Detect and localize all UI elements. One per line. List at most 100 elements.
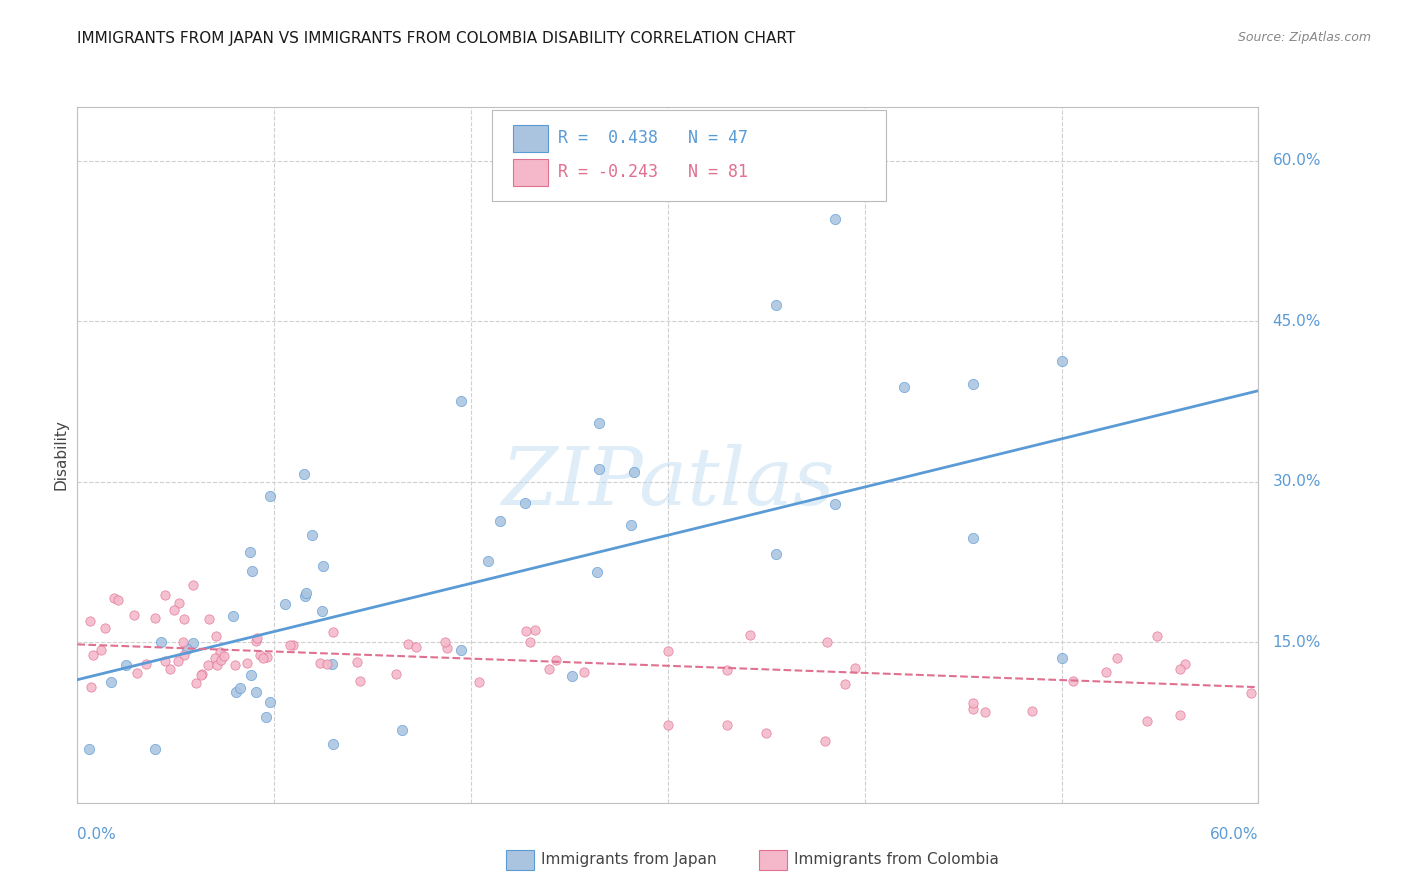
Point — [574, 665, 596, 679]
Point — [620, 517, 643, 532]
Point — [240, 564, 263, 578]
Point — [204, 651, 226, 665]
Point — [239, 544, 262, 558]
Point — [246, 631, 269, 645]
Point — [236, 657, 259, 671]
Point — [1174, 657, 1197, 671]
Point — [834, 677, 856, 691]
Text: 45.0%: 45.0% — [1272, 314, 1320, 328]
Point — [309, 656, 332, 670]
Point — [391, 723, 413, 737]
Point — [405, 640, 427, 654]
Point — [173, 648, 195, 662]
Point — [322, 625, 344, 640]
Point — [301, 528, 323, 542]
Point — [311, 604, 333, 618]
Point — [153, 588, 176, 602]
Point — [349, 673, 371, 688]
Point — [190, 667, 212, 681]
Point — [283, 639, 305, 653]
Text: IMMIGRANTS FROM JAPAN VS IMMIGRANTS FROM COLOMBIA DISABILITY CORRELATION CHART: IMMIGRANTS FROM JAPAN VS IMMIGRANTS FROM… — [77, 31, 796, 46]
Point — [1168, 708, 1191, 723]
Point — [77, 742, 100, 756]
Point — [962, 532, 984, 546]
Point — [515, 624, 537, 638]
Point — [79, 614, 101, 628]
Point — [657, 644, 679, 658]
Point — [167, 596, 190, 610]
Point — [974, 705, 997, 719]
Point — [198, 612, 221, 626]
Point — [1146, 629, 1168, 643]
Text: R =  0.438   N = 47: R = 0.438 N = 47 — [558, 129, 748, 147]
Point — [538, 662, 561, 676]
Point — [436, 640, 458, 655]
Point — [254, 710, 277, 724]
Point — [893, 380, 915, 394]
Point — [249, 648, 271, 663]
Point — [115, 657, 138, 672]
Point — [240, 668, 263, 682]
Point — [209, 645, 232, 659]
Point — [657, 717, 679, 731]
Point — [294, 589, 316, 603]
Point — [163, 603, 186, 617]
Point — [523, 623, 546, 637]
Point — [623, 465, 645, 479]
Point — [1050, 353, 1073, 368]
Point — [716, 717, 738, 731]
Point — [125, 665, 148, 680]
Point — [814, 733, 837, 747]
Point — [184, 675, 207, 690]
Y-axis label: Disability: Disability — [53, 419, 69, 491]
Point — [229, 681, 252, 695]
Point — [103, 591, 125, 605]
Point — [82, 648, 104, 663]
Point — [100, 674, 122, 689]
Point — [844, 661, 866, 675]
Text: 0.0%: 0.0% — [77, 827, 117, 841]
Point — [94, 621, 117, 635]
Text: 60.0%: 60.0% — [1211, 827, 1258, 841]
Point — [159, 662, 181, 676]
Point — [273, 597, 295, 611]
Point — [513, 496, 536, 510]
Point — [1062, 673, 1084, 688]
Point — [824, 497, 846, 511]
Point — [315, 657, 337, 672]
Point — [256, 649, 278, 664]
Point — [755, 726, 778, 740]
Point — [259, 695, 281, 709]
Point — [167, 654, 190, 668]
Point — [143, 741, 166, 756]
Point — [312, 558, 335, 573]
Point — [384, 666, 406, 681]
Point — [962, 701, 984, 715]
Point — [396, 637, 419, 651]
Point — [90, 643, 112, 657]
Point — [1105, 651, 1128, 665]
Point — [815, 635, 838, 649]
Point — [221, 609, 243, 624]
Point — [173, 612, 195, 626]
Point — [450, 394, 472, 409]
Point — [176, 642, 198, 657]
Point — [321, 657, 343, 671]
Point — [765, 547, 787, 561]
Point — [765, 298, 787, 312]
Point — [561, 668, 583, 682]
Point — [740, 627, 762, 641]
Point — [212, 648, 235, 663]
Point — [80, 680, 103, 694]
Point — [450, 642, 472, 657]
Point — [824, 212, 846, 227]
Point — [205, 657, 228, 672]
Point — [278, 638, 301, 652]
Point — [135, 657, 157, 671]
Point — [225, 685, 247, 699]
Point — [588, 462, 610, 476]
Point — [519, 635, 541, 649]
Point — [209, 653, 232, 667]
Point — [434, 635, 457, 649]
Point — [1021, 704, 1043, 718]
